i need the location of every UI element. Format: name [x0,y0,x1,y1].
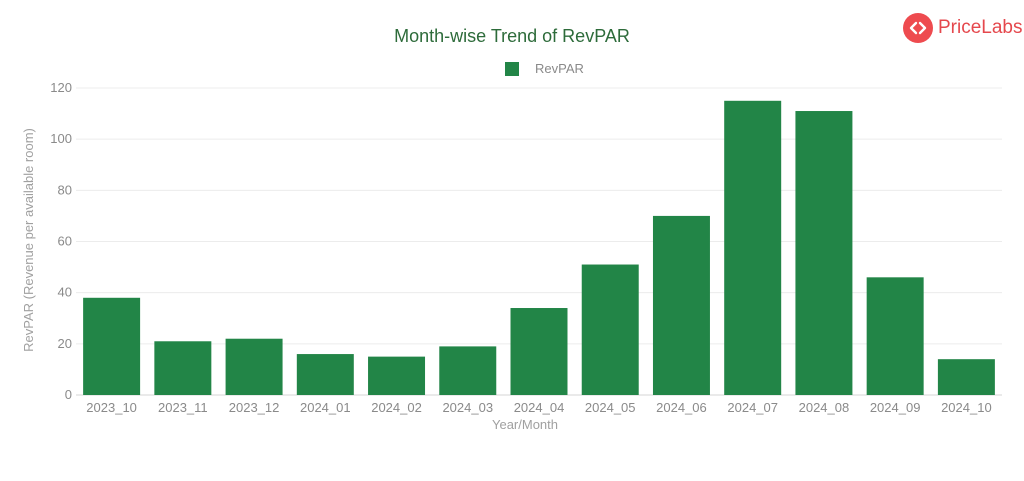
y-tick-label: 80 [58,182,72,197]
bar-2024_01[interactable] [296,354,354,395]
bar-2024_03[interactable] [439,346,497,395]
y-tick-label: 20 [58,336,72,351]
x-tick-label: 2024_02 [371,400,422,415]
y-axis-title: RevPAR (Revenue per available room) [21,128,36,352]
bar-2023_10[interactable] [83,297,141,395]
bar-2024_06[interactable] [652,215,710,395]
x-tick-label: 2024_05 [585,400,636,415]
bar-2024_04[interactable] [510,308,568,395]
y-tick-label: 0 [65,387,72,402]
chart-title: Month-wise Trend of RevPAR [394,26,630,46]
x-tick-label: 2024_08 [799,400,850,415]
brand-name: PriceLabs [938,17,1023,38]
x-tick-label: 2024_09 [870,400,921,415]
y-tick-label: 120 [50,80,72,95]
bar-2024_09[interactable] [866,277,924,395]
bar-2023_11[interactable] [154,341,212,395]
legend-swatch [505,61,519,76]
bar-2024_05[interactable] [581,264,639,395]
legend[interactable]: RevPAR [505,61,584,76]
bar-2024_07[interactable] [724,100,782,396]
bar-2024_02[interactable] [368,356,426,395]
x-axis-title: Year/Month [492,417,558,432]
x-tick-label: 2023_10 [86,400,137,415]
bars [83,100,995,396]
y-tick-label: 60 [58,234,72,249]
x-tick-label: 2024_06 [656,400,707,415]
x-tick-label: 2024_03 [442,400,493,415]
brand-logo: PriceLabs [903,12,1023,44]
x-tick-label: 2024_04 [514,400,565,415]
bar-2024_08[interactable] [795,111,853,396]
x-tick-label: 2024_10 [941,400,992,415]
x-tick-label: 2024_07 [727,400,778,415]
bar-2023_12[interactable] [225,338,283,395]
legend-label: RevPAR [535,61,584,76]
x-axis-ticks: 2023_10 2023_11 2023_12 2024_01 2024_02 2024_… [86,400,991,415]
x-tick-label: 2024_01 [300,400,351,415]
bar-2024_10[interactable] [937,359,995,395]
x-tick-label: 2023_11 [158,400,208,415]
x-tick-label: 2023_12 [229,400,280,415]
y-tick-label: 40 [58,285,72,300]
y-tick-label: 100 [50,131,72,146]
y-axis-ticks: 0 20 40 60 80 100 120 [50,80,72,402]
code-brackets-icon [903,13,933,43]
